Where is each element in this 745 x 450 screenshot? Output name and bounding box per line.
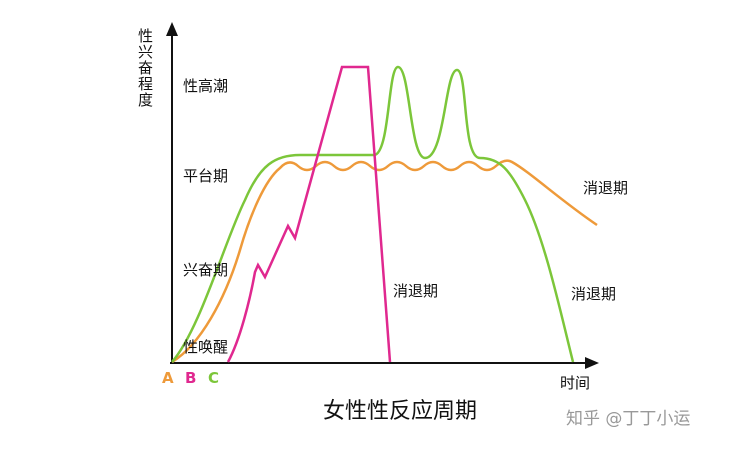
stage-label: 平台期 bbox=[183, 167, 228, 185]
x-axis-arrow bbox=[585, 357, 599, 369]
stage-label: 性高潮 bbox=[183, 77, 228, 95]
phase-label: 消退期 bbox=[571, 285, 616, 303]
curve-label: B bbox=[185, 369, 196, 387]
curve-label: C bbox=[208, 369, 219, 387]
watermark: 知乎 @丁丁小运 bbox=[566, 409, 690, 429]
stage-label: 性唤醒 bbox=[183, 338, 228, 356]
curve-label: A bbox=[162, 369, 174, 387]
curve-b bbox=[226, 65, 392, 363]
phase-label: 消退期 bbox=[583, 179, 628, 197]
curve-a bbox=[171, 159, 598, 364]
y-axis-arrow bbox=[166, 22, 178, 36]
phase-label: 消退期 bbox=[393, 282, 438, 300]
y-axis-label: 性兴奋程度 bbox=[136, 28, 154, 108]
x-axis-label: 时间 bbox=[560, 374, 590, 392]
stage-label: 兴奋期 bbox=[183, 261, 228, 279]
curve-c bbox=[171, 65, 575, 363]
title: 女性性反应周期 bbox=[323, 399, 477, 424]
